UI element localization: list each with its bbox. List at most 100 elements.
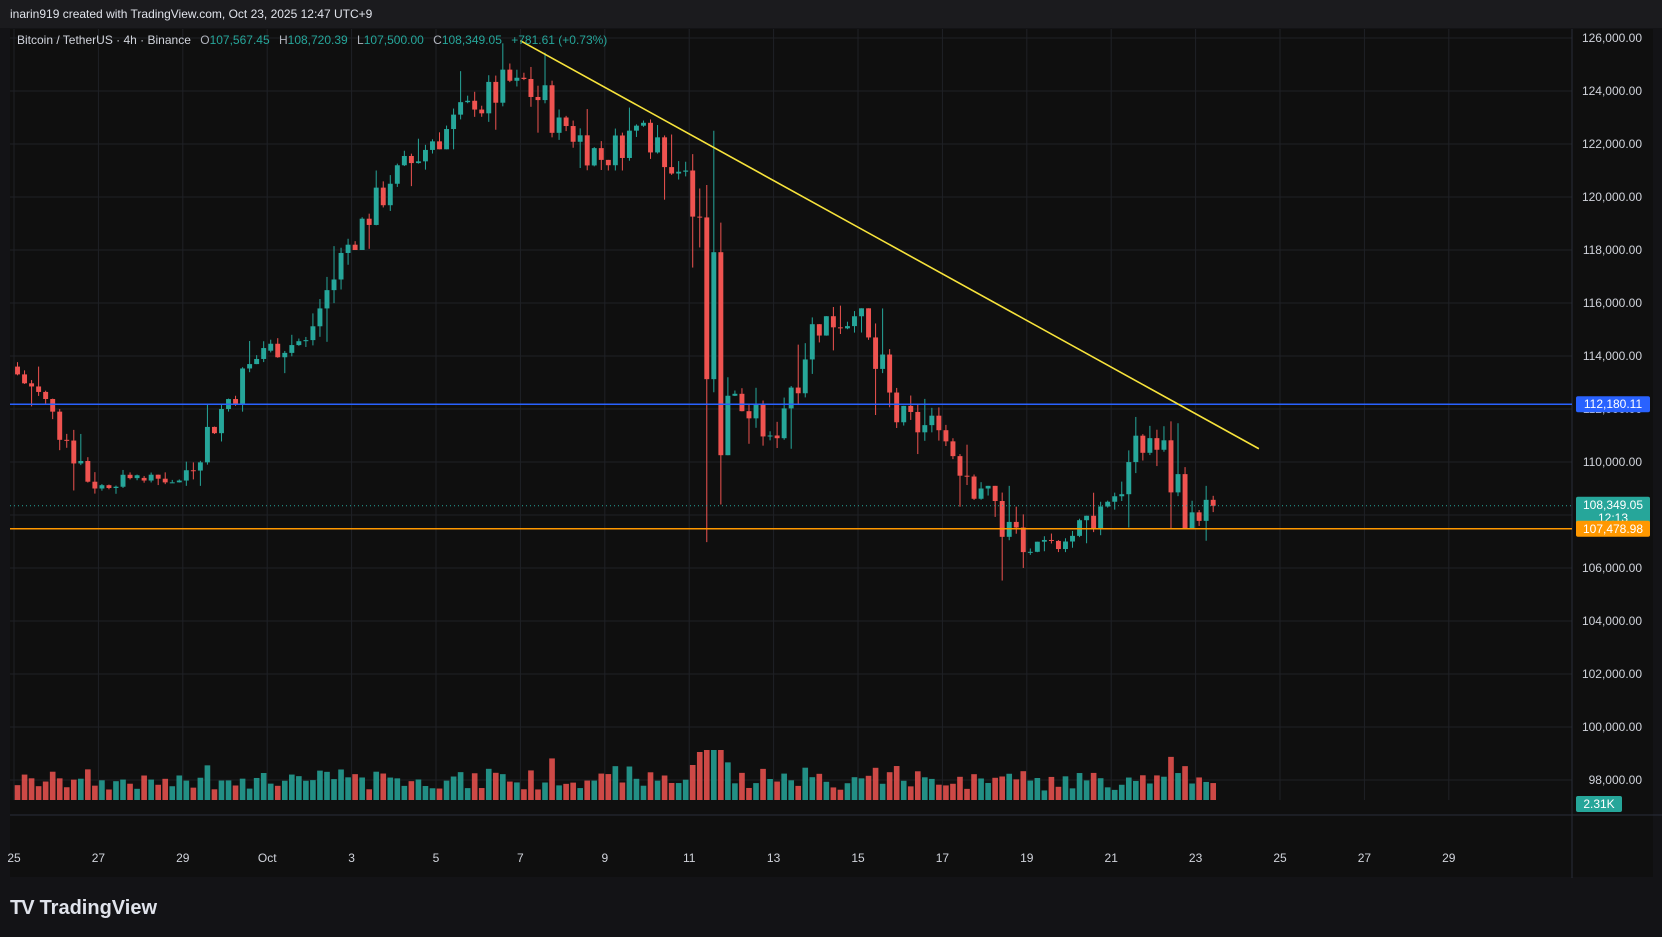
volume-bar: [978, 778, 984, 800]
price-axis-label: 98,000.00: [1589, 773, 1643, 787]
price-axis-label: 110,000.00: [1583, 455, 1642, 469]
volume-bar: [387, 777, 394, 800]
volume-bar: [865, 775, 872, 800]
volume-bar: [211, 789, 218, 800]
volume-bar: [633, 778, 640, 800]
candle-body: [549, 85, 555, 133]
candle-body: [1112, 496, 1118, 502]
volume-bar: [528, 770, 534, 800]
volume-bar: [190, 787, 197, 800]
tradingview-logo[interactable]: TV TradingView: [10, 897, 157, 920]
volume-bar: [1027, 780, 1034, 800]
candle-body: [211, 426, 217, 434]
volume-tag: 2.31K: [1583, 797, 1614, 811]
candle-body: [366, 218, 372, 225]
candle-body: [408, 155, 414, 164]
time-axis-label: 15: [851, 851, 865, 865]
support-price-tag-bg: [1576, 520, 1650, 537]
high-label: H: [278, 33, 288, 47]
candle-body: [29, 383, 35, 387]
open-label: O: [200, 33, 210, 47]
volume-bar: [788, 780, 794, 800]
volume-bar: [830, 787, 837, 800]
low-value: 107,500.00: [363, 33, 424, 47]
candle-body: [528, 78, 534, 97]
volume-bar: [1041, 790, 1048, 800]
candle-body: [190, 470, 196, 472]
volume-bar: [858, 778, 865, 800]
volume-bar: [907, 786, 914, 800]
volume-bar: [1168, 756, 1174, 800]
time-axis-label: 11: [683, 851, 696, 865]
candle-body: [964, 475, 970, 477]
volume-bar: [1104, 787, 1111, 800]
candle-body: [430, 141, 435, 150]
volume-bar: [563, 783, 569, 800]
candle-body: [711, 252, 717, 380]
candle-body: [268, 343, 274, 351]
time-axis-label: 21: [1105, 851, 1119, 865]
candle-body: [837, 327, 843, 329]
candle-body: [134, 475, 140, 479]
candle-body: [1020, 527, 1026, 553]
volume-bar: [1154, 775, 1160, 800]
candle-body: [1041, 539, 1047, 542]
volume-bar: [485, 768, 492, 800]
candle-body: [296, 341, 302, 346]
candle-body: [873, 337, 879, 369]
volume-bar: [253, 777, 260, 800]
volume-bar: [415, 779, 422, 800]
volume-bar: [28, 778, 35, 800]
candle-body: [514, 77, 520, 81]
open-value: 107,567.45: [209, 33, 270, 47]
time-axis-label: 19: [1020, 851, 1034, 865]
candle-body: [219, 409, 224, 434]
price-chart[interactable]: 126,000.00 124,000.00 122,000.00 120,000.00…: [0, 0, 1662, 878]
volume-bar: [746, 787, 752, 800]
candle-body: [444, 129, 450, 150]
time-axis-label: 13: [767, 851, 781, 865]
candle-body: [626, 130, 632, 158]
candle-body: [767, 435, 773, 437]
volume-bar: [338, 769, 344, 800]
volume-bar: [753, 783, 759, 800]
candle-body: [866, 308, 872, 338]
volume-bar: [42, 781, 49, 800]
volume-bar: [992, 777, 998, 800]
time-axis-label: 9: [601, 851, 608, 865]
candle-body: [521, 77, 527, 79]
candle-body: [500, 69, 506, 103]
volume-bar: [225, 780, 232, 800]
candle-body: [422, 149, 428, 162]
candle-body: [676, 171, 682, 174]
volume-bar: [879, 783, 886, 800]
volume-bar: [591, 780, 598, 800]
candle-body: [43, 391, 49, 400]
volume-bar: [49, 771, 56, 800]
time-axis-label: 25: [1273, 851, 1287, 865]
volume-bar: [1133, 780, 1139, 800]
volume-bar: [296, 776, 302, 800]
volume-bar: [78, 778, 84, 800]
candle-body: [50, 399, 56, 412]
close-label: C: [433, 33, 442, 47]
candle-body: [345, 244, 351, 253]
candle-body: [282, 352, 288, 358]
candle-body: [176, 480, 182, 483]
candle-body: [1161, 440, 1167, 450]
volume-bar: [851, 777, 858, 800]
volume-bar: [823, 781, 830, 800]
volume-bar: [682, 779, 689, 800]
candle-body: [1175, 474, 1181, 493]
volume-bar: [70, 779, 77, 800]
chart-pane[interactable]: [10, 29, 1653, 877]
volume-bar: [774, 781, 780, 800]
candle-body: [732, 393, 738, 396]
symbol-name: Bitcoin / TetherUS · 4h · Binance: [17, 33, 191, 47]
volume-bar: [35, 786, 42, 800]
volume-bar: [795, 785, 802, 800]
candle-body: [605, 159, 611, 166]
candle-body: [1133, 435, 1139, 463]
candle-body: [247, 364, 253, 369]
volume-bar: [647, 772, 654, 800]
